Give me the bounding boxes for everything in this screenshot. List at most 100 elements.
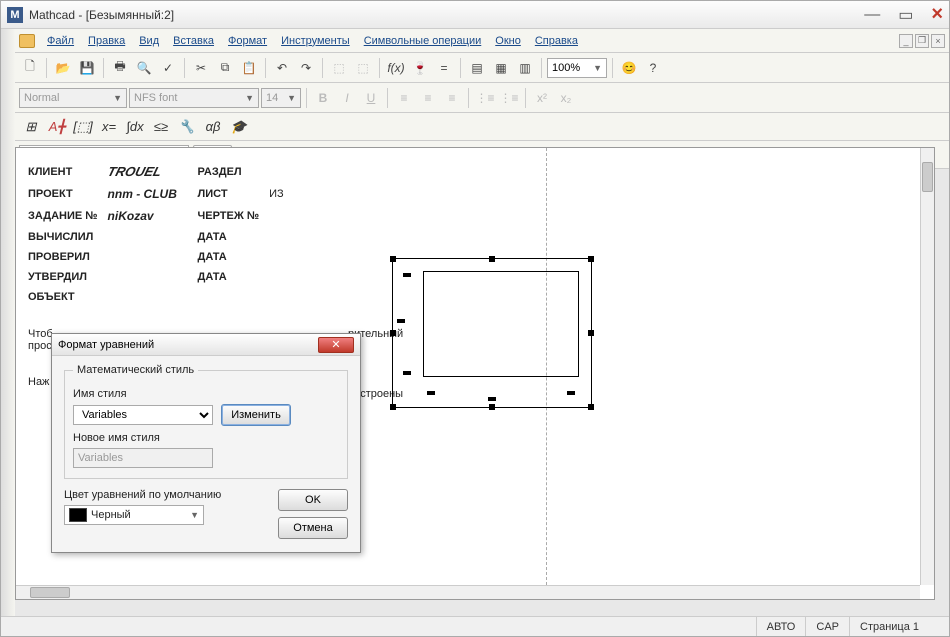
resize-handle[interactable] — [489, 256, 495, 262]
graph-palette-icon[interactable]: A╋ — [45, 116, 69, 138]
open-icon[interactable]: 📂 — [52, 57, 74, 79]
matrix-palette-icon[interactable]: [⬚] — [71, 116, 95, 138]
change-button[interactable]: Изменить — [221, 404, 291, 426]
menu-view[interactable]: Вид — [133, 33, 165, 49]
paste-icon[interactable]: 📋 — [238, 57, 260, 79]
component3-icon[interactable]: ▥ — [514, 57, 536, 79]
graph-region[interactable] — [392, 258, 592, 408]
axis-placeholder[interactable] — [397, 319, 405, 323]
group-label: Математический стиль — [73, 364, 198, 376]
resize-handle[interactable] — [390, 256, 396, 262]
align-right-icon[interactable]: ≡ — [441, 87, 463, 109]
component-icon[interactable]: ▤ — [466, 57, 488, 79]
spell-icon[interactable]: ✓ — [157, 57, 179, 79]
lbl-of: ИЗ — [269, 183, 294, 205]
close-button[interactable]: × — [931, 3, 943, 26]
resize-handle[interactable] — [489, 404, 495, 410]
menu-help[interactable]: Справка — [529, 33, 584, 49]
resize-handle[interactable] — [588, 330, 594, 336]
axis-placeholder[interactable] — [403, 371, 411, 375]
calculus-palette-icon[interactable]: ∫dx — [123, 116, 147, 138]
bold-icon[interactable]: B — [312, 87, 334, 109]
programming-palette-icon[interactable]: 🔧 — [175, 116, 199, 138]
preview-icon[interactable]: 🔍 — [133, 57, 155, 79]
style-select[interactable]: Variables — [73, 405, 213, 425]
cancel-button[interactable]: Отмена — [278, 517, 348, 539]
menu-insert[interactable]: Вставка — [167, 33, 220, 49]
menu-file[interactable]: Файл — [41, 33, 80, 49]
help-icon[interactable]: 😊 — [618, 57, 640, 79]
calc-palette-icon[interactable]: ⊞ — [19, 116, 43, 138]
help2-icon[interactable]: ? — [642, 57, 664, 79]
align2-icon[interactable]: ⬚ — [352, 57, 374, 79]
dialog-close-button[interactable]: ✕ — [318, 337, 354, 353]
mdi-min[interactable]: _ — [899, 34, 913, 48]
hint-text-1: Чтоб рительный прос — [28, 328, 53, 352]
lbl-check: ПРОВЕРИЛ — [28, 247, 108, 267]
lbl-client: КЛИЕНТ — [28, 160, 108, 183]
align-center-icon[interactable]: ≡ — [417, 87, 439, 109]
status-page: Страница 1 — [849, 617, 949, 636]
italic-icon[interactable]: I — [336, 87, 358, 109]
dialog-titlebar[interactable]: Формат уравнений ✕ — [52, 334, 360, 356]
axis-placeholder[interactable] — [567, 391, 575, 395]
copy-icon[interactable]: ⧉ — [214, 57, 236, 79]
super-icon[interactable]: x² — [531, 87, 553, 109]
color-name: Черный — [91, 509, 190, 521]
calc-icon[interactable]: = — [433, 57, 455, 79]
ok-button[interactable]: OK — [278, 489, 348, 511]
align-left-icon[interactable]: ≡ — [393, 87, 415, 109]
greek-palette-icon[interactable]: αβ — [201, 116, 225, 138]
dropdown-arrow-icon[interactable]: ▼ — [190, 510, 199, 520]
app-icon: M — [7, 7, 23, 23]
symbolic-palette-icon[interactable]: 🎓 — [227, 116, 251, 138]
header-table: КЛИЕНТTROUELРАЗДЕЛ ПРОЕКТnnm - CLUBЛИСТИ… — [28, 160, 294, 307]
align-icon[interactable]: ⬚ — [328, 57, 350, 79]
zoom-combo[interactable]: 100%▼ — [547, 58, 607, 78]
left-edge — [1, 29, 15, 616]
resize-handle[interactable] — [390, 330, 396, 336]
component2-icon[interactable]: ▦ — [490, 57, 512, 79]
minimize-button[interactable]: — — [864, 6, 880, 24]
menu-tools[interactable]: Инструменты — [275, 33, 356, 49]
boolean-palette-icon[interactable]: ≤≥ — [149, 116, 173, 138]
menu-edit[interactable]: Правка — [82, 33, 131, 49]
save-icon[interactable]: 💾 — [76, 57, 98, 79]
axis-placeholder[interactable] — [427, 391, 435, 395]
fx-icon[interactable]: f(x) — [385, 57, 407, 79]
status-auto: АВТО — [756, 617, 806, 636]
resize-handle[interactable] — [588, 404, 594, 410]
axis-placeholder[interactable] — [488, 397, 496, 401]
hint-text-2: Наж ни настроены — [28, 376, 49, 388]
menu-window[interactable]: Окно — [489, 33, 527, 49]
maximize-button[interactable]: ▭ — [898, 5, 913, 25]
print-icon[interactable]: 🖶 — [109, 57, 131, 79]
axis-placeholder[interactable] — [403, 273, 411, 277]
undo-icon[interactable]: ↶ — [271, 57, 293, 79]
redo-icon[interactable]: ↷ — [295, 57, 317, 79]
lbl-calc: ВЫЧИСЛИЛ — [28, 227, 108, 247]
sub-icon[interactable]: x₂ — [555, 87, 577, 109]
status-cap: CAP — [805, 617, 849, 636]
menu-symbolic[interactable]: Символьные операции — [358, 33, 488, 49]
menu-format[interactable]: Формат — [222, 33, 273, 49]
new-icon[interactable]: 🗋 — [19, 57, 41, 79]
unit-icon[interactable]: 🍷 — [409, 57, 431, 79]
mdi-close[interactable]: × — [931, 34, 945, 48]
resize-handle[interactable] — [588, 256, 594, 262]
style-combo[interactable]: Normal▼ — [19, 88, 127, 108]
size-combo[interactable]: 14▼ — [261, 88, 301, 108]
horizontal-scrollbar[interactable] — [16, 585, 920, 599]
underline-icon[interactable]: U — [360, 87, 382, 109]
font-combo[interactable]: NFS font▼ — [129, 88, 259, 108]
lbl-task: ЗАДАНИЕ № — [28, 205, 108, 227]
eval-palette-icon[interactable]: x= — [97, 116, 121, 138]
vertical-scrollbar[interactable] — [920, 148, 934, 585]
resize-handle[interactable] — [390, 404, 396, 410]
numbers-icon[interactable]: ⋮≡ — [498, 87, 520, 109]
scroll-thumb[interactable] — [922, 162, 933, 192]
cut-icon[interactable]: ✂ — [190, 57, 212, 79]
bullets-icon[interactable]: ⋮≡ — [474, 87, 496, 109]
scroll-thumb[interactable] — [30, 587, 70, 598]
mdi-restore[interactable]: ❐ — [915, 34, 929, 48]
